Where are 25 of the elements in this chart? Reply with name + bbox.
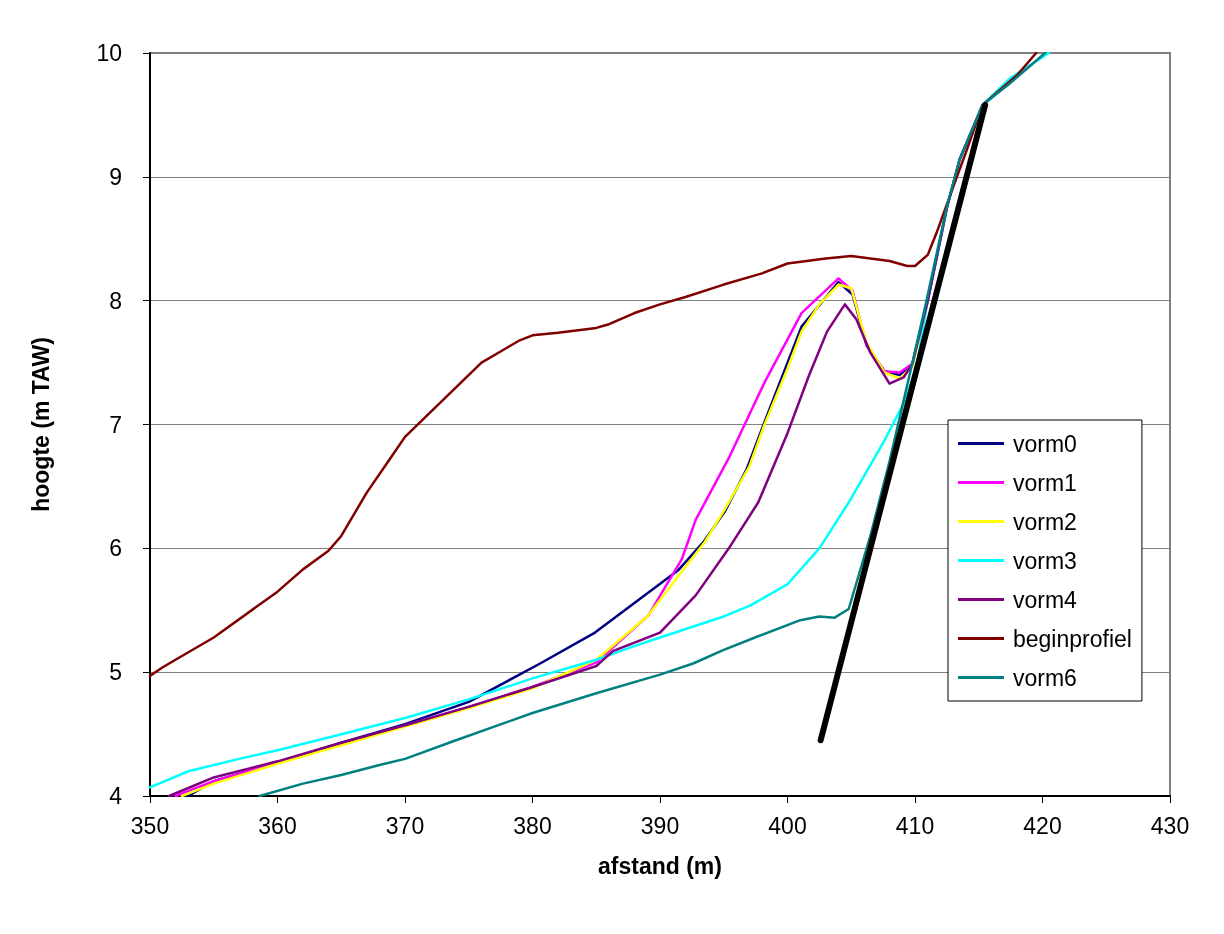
legend-label: vorm2 <box>1013 508 1077 535</box>
legend-label: vorm1 <box>1013 469 1077 496</box>
y-axis-title: hoogte (m TAW) <box>27 337 54 512</box>
x-tick-label: 430 <box>1150 812 1190 839</box>
y-tick-label: 7 <box>109 411 122 438</box>
x-tick-label: 370 <box>385 812 425 839</box>
legend-label: vorm6 <box>1013 664 1077 691</box>
x-tick-label: 400 <box>768 812 807 839</box>
legend-label: vorm0 <box>1013 430 1077 457</box>
x-tick-label: 380 <box>513 812 552 839</box>
legend-label: vorm3 <box>1013 547 1077 574</box>
x-axis-title: afstand (m) <box>598 852 722 879</box>
y-tick-label: 8 <box>109 287 122 314</box>
y-tick-label: 5 <box>109 659 122 686</box>
x-tick-label: 350 <box>130 812 170 839</box>
y-tick-label: 9 <box>109 163 122 190</box>
y-tick-label: 6 <box>109 535 122 562</box>
y-tick-label: 4 <box>109 783 123 809</box>
x-tick-label: 420 <box>1023 812 1062 839</box>
legend-label: vorm4 <box>1013 586 1078 613</box>
x-tick-label: 390 <box>640 812 680 839</box>
x-tick-label: 410 <box>895 812 935 839</box>
y-tick-label: 10 <box>96 40 122 66</box>
x-tick-label: 360 <box>258 812 297 839</box>
legend-label: beginprofiel <box>1013 625 1132 652</box>
